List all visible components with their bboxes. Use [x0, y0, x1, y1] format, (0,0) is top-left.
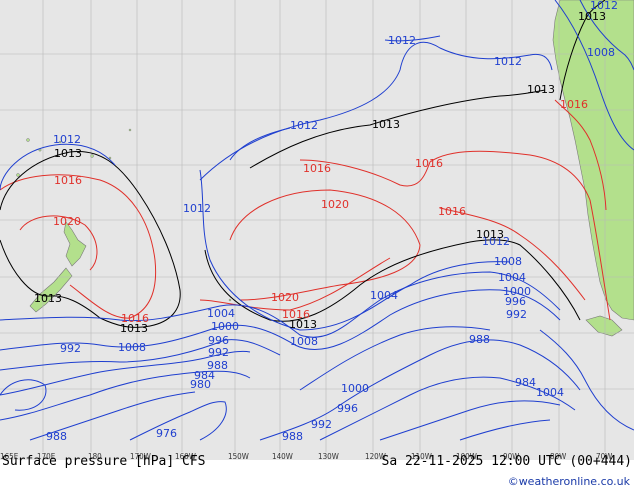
isobar-label: 1016	[415, 157, 443, 170]
isobar-label: 1000	[211, 320, 239, 333]
isobar-label: 988	[46, 430, 67, 443]
lon-label: 150W	[228, 452, 249, 460]
lon-label: 140W	[272, 452, 293, 460]
longitude-labels: 165E 170E 180 170W 160W 150W 140W 130W 1…	[0, 452, 612, 460]
lon-label: 100W	[456, 452, 477, 460]
isobar-label: 1012	[53, 133, 81, 146]
isobar-label: 1016	[54, 174, 82, 187]
isobar-label: 988	[282, 430, 303, 443]
isobars-1013	[0, 0, 606, 328]
pacific-islands	[16, 128, 232, 302]
lon-label: 70W	[596, 452, 612, 460]
lon-label: 130W	[318, 452, 339, 460]
isobar-label: 1016	[438, 205, 466, 218]
isobars-low	[0, 0, 634, 441]
isobar-label: 1012	[183, 202, 211, 215]
isobar-label: 988	[469, 333, 490, 346]
land-tierra-del-fuego	[585, 315, 623, 337]
isobar-label: 1013	[34, 292, 62, 305]
isobar-label: 1012	[388, 34, 416, 47]
isobar-label: 1020	[53, 215, 81, 228]
isobar-label: 976	[156, 427, 177, 440]
isobar-label: 1013	[578, 10, 606, 23]
isobar-label: 980	[190, 378, 211, 391]
land-new-zealand-south	[29, 267, 73, 313]
isobar-label: 992	[208, 346, 229, 359]
map-canvas: 1012 1012 1012 1012 1012 1008 1004 1000 …	[0, 0, 634, 460]
lon-label: 120W	[365, 452, 386, 460]
isobar-label: 1020	[321, 198, 349, 211]
isobar-label: 1008	[290, 335, 318, 348]
isobar-label: 1012	[494, 55, 522, 68]
isobar-label: 992	[311, 418, 332, 431]
isobar-label: 996	[337, 402, 358, 415]
isobar-label: 1012	[590, 0, 618, 12]
isobar-label: 1004	[536, 386, 564, 399]
isobar-label: 996	[505, 295, 526, 308]
isobar-label: 1013	[54, 147, 82, 160]
lon-label: 170E	[37, 452, 56, 460]
isobar-label: 1016	[560, 98, 588, 111]
lon-label: 110W	[411, 452, 432, 460]
isobar-label: 1016	[282, 308, 310, 321]
land-south-america	[552, 0, 634, 321]
isobar-label: 1016	[303, 162, 331, 175]
lon-label: 170W	[130, 452, 151, 460]
isobar-label: 992	[60, 342, 81, 355]
isobar-label: 1000	[341, 382, 369, 395]
lon-label: 165E	[0, 452, 19, 460]
credit-link[interactable]: ©weatheronline.co.uk	[507, 475, 630, 488]
isobar-label: 1013	[289, 318, 317, 331]
isobars-high	[0, 99, 611, 321]
isobar-label: 996	[208, 334, 229, 347]
isobar-label: 1008	[494, 255, 522, 268]
isobar-label: 1013	[372, 118, 400, 131]
map-title: Surface pressure [hPa] CFS	[2, 454, 206, 469]
isobar-label: 1008	[118, 341, 146, 354]
isobar-label: 1013	[527, 83, 555, 96]
isobar-label: 1004	[370, 289, 398, 302]
isobar-label: 988	[207, 359, 228, 372]
isobar-labels: 1012 1012 1012 1012 1012 1008 1004 1000 …	[34, 0, 618, 443]
isobar-label: 1004	[498, 271, 526, 284]
isobar-label: 1008	[587, 46, 615, 59]
isobar-label: 1013	[120, 322, 148, 335]
isobar-label: 984	[515, 376, 536, 389]
lon-label: 90W	[503, 452, 519, 460]
isobar-label: 1012	[482, 235, 510, 248]
lon-label: 180	[88, 452, 102, 460]
lon-label: 80W	[550, 452, 566, 460]
grid-lines	[0, 0, 634, 452]
lon-label: 160W	[175, 452, 196, 460]
valid-time: Sa 22-11-2025 12:00 UTC (00+444)	[381, 454, 632, 469]
isobar-label: 984	[194, 369, 215, 382]
isobar-label: 1012	[290, 119, 318, 132]
isobar-label: 1016	[121, 312, 149, 325]
isobar-label: 1013	[476, 228, 504, 241]
land-new-zealand-north	[63, 221, 87, 267]
pressure-map: 1012 1012 1012 1012 1012 1008 1004 1000 …	[0, 0, 634, 460]
isobar-label: 1000	[503, 285, 531, 298]
isobar-label: 1020	[271, 291, 299, 304]
map-footer: Surface pressure [hPa] CFS Sa 22-11-2025…	[0, 452, 634, 490]
isobar-label: 1004	[207, 307, 235, 320]
isobar-label: 992	[506, 308, 527, 321]
